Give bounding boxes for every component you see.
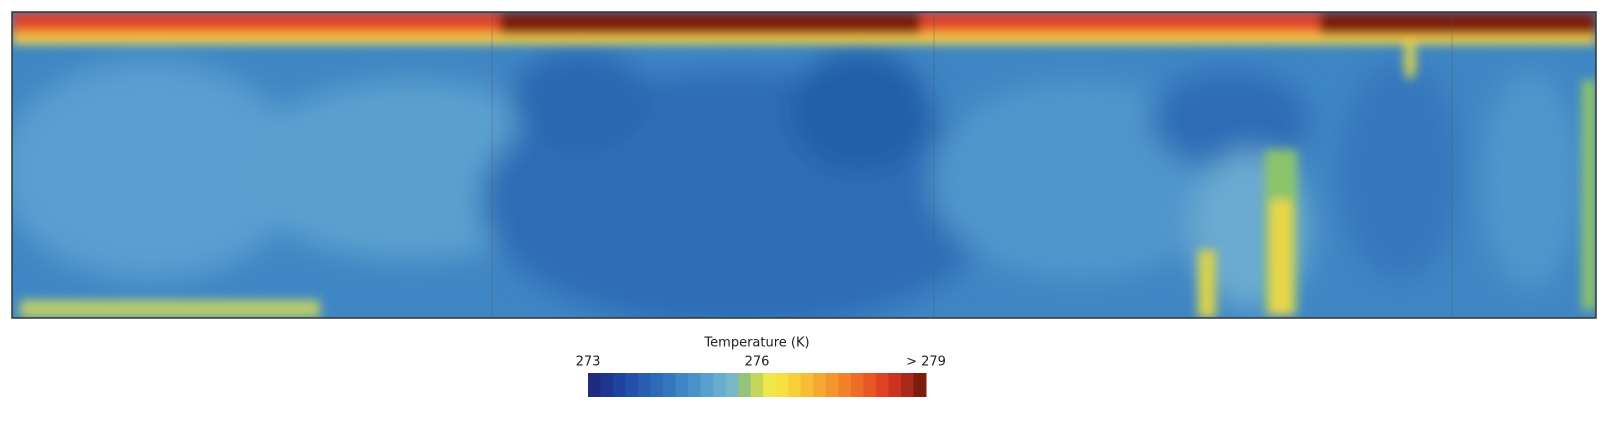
colorbar-swatch <box>613 373 627 397</box>
colorbar-swatch <box>888 373 902 397</box>
colorbar-swatch <box>725 373 739 397</box>
colorbar-swatch <box>863 373 877 397</box>
colorbar-swatch <box>675 373 689 397</box>
panel-dividers <box>491 12 1453 318</box>
temperature-field <box>12 12 1596 318</box>
colorbar-swatch <box>838 373 852 397</box>
colorbar-swatch <box>913 373 927 397</box>
plot-frame <box>11 11 1597 319</box>
colorbar-tick-label: > 279 <box>906 355 946 370</box>
colorbar: 273 276 > 279 <box>576 355 946 397</box>
colorbar-swatch <box>588 373 602 397</box>
colorbar-swatch <box>813 373 827 397</box>
colorbar-title: Temperature (K) <box>703 336 809 351</box>
colorbar-swatch <box>625 373 639 397</box>
colorbar-swatch <box>900 373 914 397</box>
colorbar-swatch <box>638 373 652 397</box>
colorbar-swatch <box>825 373 839 397</box>
colorbar-tick-label: 276 <box>745 355 770 370</box>
colorbar-swatch <box>650 373 664 397</box>
colorbar-swatch <box>600 373 614 397</box>
colorbar-swatch <box>688 373 702 397</box>
colorbar-swatch <box>875 373 889 397</box>
colorbar-swatch <box>763 373 777 397</box>
colorbar-swatch <box>738 373 752 397</box>
colorbar-swatch <box>775 373 789 397</box>
colorbar-swatch <box>800 373 814 397</box>
colorbar-tick-label: 273 <box>576 355 601 370</box>
colorbar-swatch <box>713 373 727 397</box>
colorbar-swatch <box>700 373 714 397</box>
colorbar-swatch <box>788 373 802 397</box>
colorbar-swatch <box>663 373 677 397</box>
colorbar-swatch <box>850 373 864 397</box>
colorbar-swatch <box>750 373 764 397</box>
